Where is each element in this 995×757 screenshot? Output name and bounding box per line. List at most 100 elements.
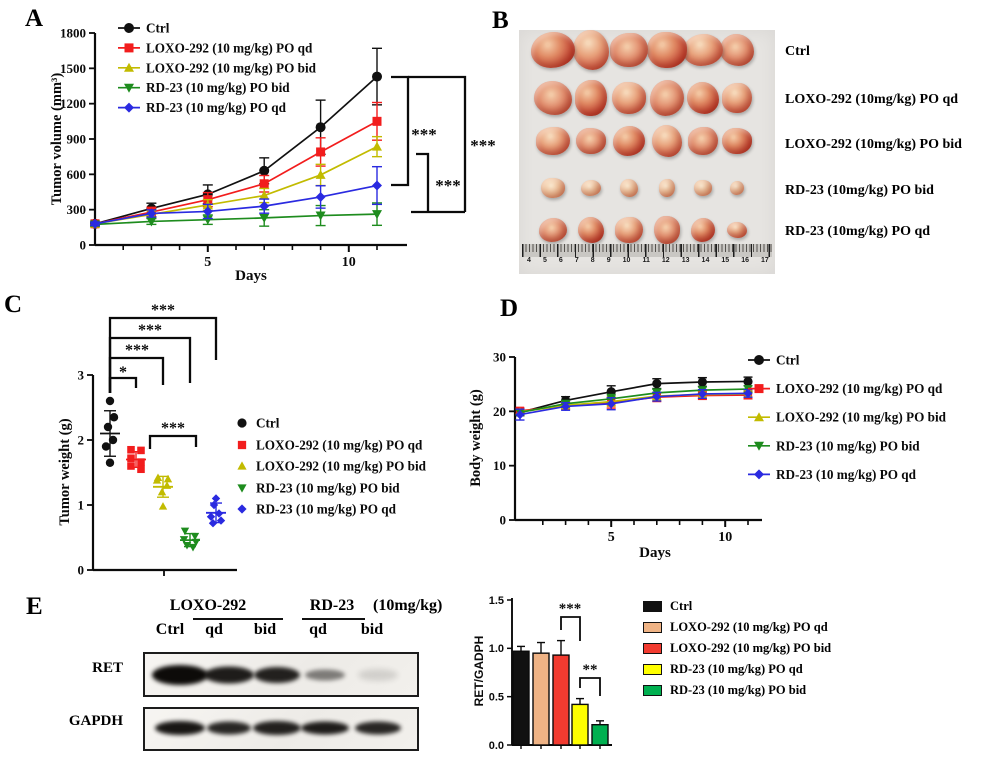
svg-text:RD-23 (10 mg/kg) PO bid: RD-23 (10 mg/kg) PO bid <box>146 80 290 95</box>
significance-brackets: ************* <box>108 302 218 449</box>
legend-swatch <box>643 684 662 696</box>
blot-sub-label: bid <box>360 621 384 638</box>
legend-swatch <box>643 600 662 612</box>
ruler-number: 6 <box>558 257 563 264</box>
tumor-specimen <box>683 34 723 66</box>
tumor-specimen <box>647 32 687 68</box>
ruler-number: 4 <box>527 257 531 264</box>
svg-text:2: 2 <box>78 433 85 448</box>
tumor-specimen <box>691 218 715 242</box>
body-weight-chart: 0 10 20 30 5 10 Days Body weight (g) Ctrl LOXO-29… <box>468 350 947 561</box>
svg-text:Tumor weight (g): Tumor weight (g) <box>57 418 73 525</box>
ruler-number: 7 <box>574 257 579 264</box>
gapdh-band <box>301 721 349 735</box>
tumor-specimen <box>573 30 609 70</box>
svg-text:Tumor volume (mm³): Tumor volume (mm³) <box>49 73 65 206</box>
svg-text:0.0: 0.0 <box>489 740 504 752</box>
tumor-specimen <box>610 33 648 67</box>
svg-text:LOXO-292 (10 mg/kg) PO qd: LOXO-292 (10 mg/kg) PO qd <box>146 40 313 55</box>
svg-text:LOXO-292 (10 mg/kg) PO qd: LOXO-292 (10 mg/kg) PO qd <box>256 438 423 453</box>
panel-e-label: E <box>26 593 43 620</box>
ret-band <box>305 669 345 681</box>
tumor-specimen <box>654 216 680 244</box>
tumor-specimen <box>534 81 572 115</box>
blot-header-ctrl: Ctrl <box>155 621 185 638</box>
legend-swatch <box>643 621 662 633</box>
tumor-specimen <box>536 127 570 155</box>
axes: 0 1 2 3 Tumor weight (g) <box>57 368 237 578</box>
tumor-specimen <box>722 128 752 154</box>
tumor-specimen <box>720 34 754 66</box>
tumor-specimen <box>727 222 747 238</box>
svg-text:300: 300 <box>67 202 87 217</box>
tumor-specimen <box>687 82 719 114</box>
svg-text:RD-23 (10 mg/kg) PO qd: RD-23 (10 mg/kg) PO qd <box>256 502 397 517</box>
photo-row-label: Ctrl <box>785 44 810 59</box>
svg-text:0.5: 0.5 <box>489 691 504 703</box>
series-RD-23 (10 mg/kg) PO bid <box>90 202 382 230</box>
svg-text:***: *** <box>125 342 149 359</box>
svg-text:1200: 1200 <box>60 96 86 111</box>
svg-text:10: 10 <box>342 255 356 270</box>
svg-text:RD-23 (10 mg/kg) PO bid: RD-23 (10 mg/kg) PO bid <box>256 481 400 496</box>
legend-label: RD-23 (10 mg/kg) PO qd <box>670 661 803 676</box>
blot-row-label-ret: RET <box>92 660 123 676</box>
svg-text:1.0: 1.0 <box>489 643 504 655</box>
tumor-specimen <box>539 218 567 242</box>
svg-text:900: 900 <box>67 132 87 147</box>
svg-text:10: 10 <box>718 530 732 545</box>
axes: 0 300 600 900 1200 1500 1800 5 10 Days Tumor volum… <box>49 26 407 284</box>
ruler-number: 10 <box>622 257 631 264</box>
ruler <box>522 244 772 257</box>
svg-text:***: *** <box>411 125 437 144</box>
svg-text:20: 20 <box>493 404 506 419</box>
blot-header-dose: (10mg/kg) <box>373 597 443 614</box>
tumor-specimen <box>694 180 712 196</box>
legend-item: RD-23 (10 mg/kg) PO qd <box>643 662 803 676</box>
svg-text:Ctrl: Ctrl <box>776 353 800 368</box>
tumor-specimen <box>722 83 752 113</box>
ruler-number: 17 <box>761 257 769 264</box>
svg-text:1: 1 <box>78 498 85 513</box>
group-Ctrl <box>100 396 120 467</box>
bars <box>512 639 609 746</box>
ruler-number: 15 <box>721 257 730 264</box>
svg-text:0: 0 <box>500 513 507 528</box>
panel-b-label: B <box>492 7 509 34</box>
tumor-volume-chart: 0 300 600 900 1200 1500 1800 5 10 Days Tumor volum… <box>49 21 496 285</box>
tumor-specimen <box>659 179 675 197</box>
tumor-specimen <box>531 32 575 68</box>
svg-text:LOXO-292 (10 mg/kg) PO bid: LOXO-292 (10 mg/kg) PO bid <box>256 459 427 474</box>
ruler-number: 9 <box>606 257 611 264</box>
ruler-number: 8 <box>590 257 595 264</box>
blot-row-label-gapdh: GAPDH <box>68 713 123 729</box>
group-LOXO-292 (10 mg/kg) PO qd <box>126 445 146 474</box>
ruler-number: 5 <box>542 257 547 264</box>
legend-label: LOXO-292 (10 mg/kg) PO qd <box>670 619 828 634</box>
group-RD-23 (10 mg/kg) PO qd <box>206 494 226 528</box>
series-RD-23 (10 mg/kg) PO bid <box>515 385 753 418</box>
svg-text:600: 600 <box>67 167 87 182</box>
legend: Ctrl LOXO-292 (10 mg/kg) PO qd LOXO-292 (1… <box>118 21 317 115</box>
tumor-specimen <box>620 179 638 197</box>
svg-text:*: * <box>119 364 127 381</box>
blot-sub-label: qd <box>205 621 223 638</box>
legend-item: Ctrl <box>643 599 692 613</box>
panel-c-label: C <box>4 291 23 318</box>
svg-text:Ctrl: Ctrl <box>256 416 280 431</box>
tumor-specimen <box>730 181 744 195</box>
axes: 0 10 20 30 5 10 Days Body weight (g) <box>468 350 762 561</box>
svg-text:LOXO-292 (10 mg/kg) PO qd: LOXO-292 (10 mg/kg) PO qd <box>776 381 943 396</box>
svg-text:***: *** <box>138 322 162 339</box>
svg-text:1.5: 1.5 <box>489 595 504 607</box>
ret-band <box>358 669 398 681</box>
legend-label: Ctrl <box>670 598 693 613</box>
ruler-number: 16 <box>741 257 749 264</box>
ruler-numbers: 4 5 6 7 8 9 10 11 12 13 14 15 16 17 <box>527 257 769 264</box>
svg-text:LOXO-292 (10 mg/kg) PO bid: LOXO-292 (10 mg/kg) PO bid <box>146 60 317 75</box>
ret-band <box>254 667 300 683</box>
group-RD-23 (10 mg/kg) PO bid <box>179 527 201 552</box>
tumor-specimen <box>688 127 718 155</box>
